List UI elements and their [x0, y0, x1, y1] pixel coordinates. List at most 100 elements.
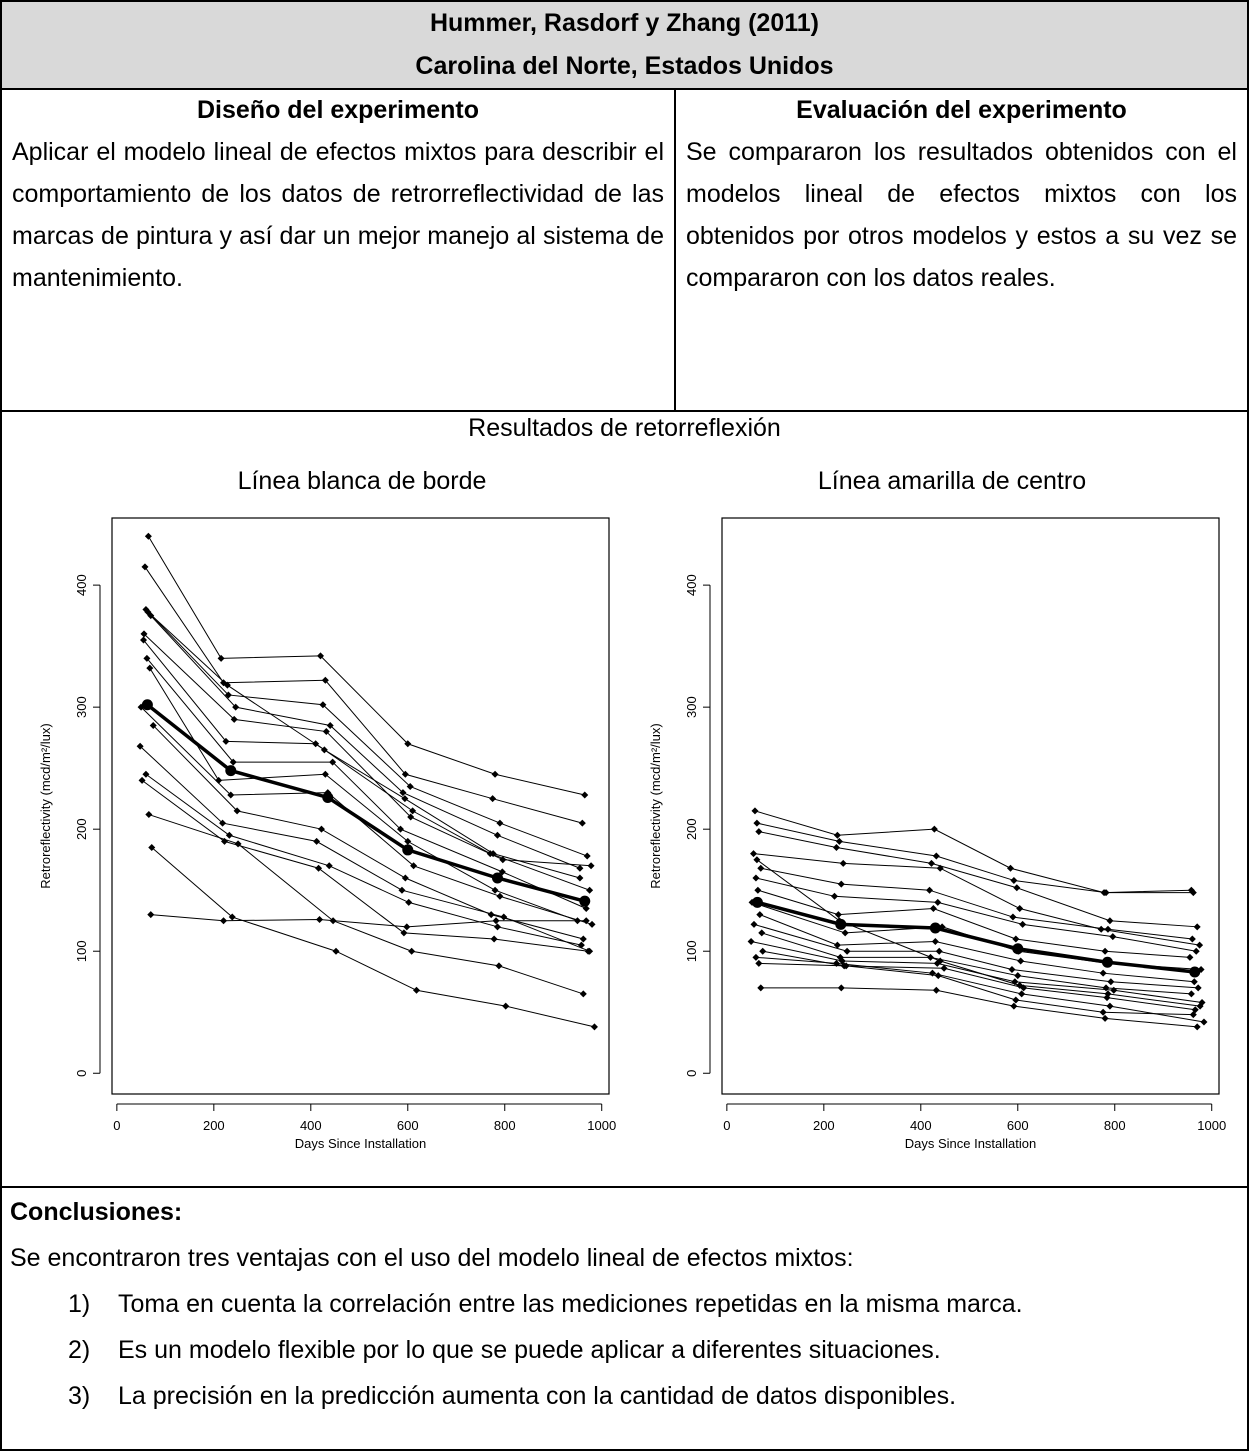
series-line	[146, 658, 587, 909]
y-axis: 0 100 200 300 400	[74, 574, 101, 1077]
x-tick-label: 600	[1007, 1118, 1029, 1133]
data-point	[932, 986, 940, 994]
series-line	[758, 831, 1198, 928]
data-point	[1099, 1008, 1107, 1016]
data-point	[234, 840, 242, 848]
conclusion-item-number: 3)	[68, 1382, 91, 1410]
x-tick-label: 0	[113, 1118, 120, 1133]
series-line	[150, 914, 587, 928]
conclusion-item-3: 3) La precisión en la predicción aumenta …	[68, 1382, 956, 1411]
data-point	[489, 850, 497, 858]
data-point	[587, 862, 595, 870]
data-point	[399, 789, 407, 797]
data-point	[406, 782, 414, 790]
series-line	[143, 633, 592, 867]
data-point	[759, 947, 767, 955]
data-point	[1016, 905, 1024, 913]
mean-point	[491, 872, 503, 884]
data-point	[1191, 1006, 1199, 1014]
data-point	[500, 913, 508, 921]
y-tick-label: 300	[74, 696, 89, 718]
data-point	[1188, 935, 1196, 943]
data-point	[229, 758, 237, 766]
data-point	[1110, 986, 1118, 994]
results-cell: Resultados de retorreflexión Línea blanc…	[0, 410, 1249, 1188]
data-point	[839, 859, 847, 867]
data-point	[929, 905, 937, 913]
data-point	[316, 915, 324, 923]
y-tick-label: 400	[684, 574, 699, 596]
y-tick-label: 0	[684, 1070, 699, 1077]
series-line	[139, 745, 590, 952]
data-point	[496, 819, 504, 827]
data-point	[1106, 917, 1114, 925]
data-point	[1106, 1002, 1114, 1010]
data-point	[756, 911, 764, 919]
data-point	[753, 819, 761, 827]
evaluation-text: Se compararon los resultados obtenidos c…	[686, 138, 1237, 292]
data-point	[144, 608, 152, 616]
data-point	[927, 859, 935, 867]
data-point	[1097, 925, 1105, 933]
data-point	[232, 703, 240, 711]
data-point	[833, 941, 841, 949]
data-point	[930, 825, 938, 833]
data-point	[1186, 953, 1194, 961]
data-point	[408, 947, 416, 955]
data-point	[757, 864, 765, 872]
data-point	[322, 728, 330, 736]
data-point	[233, 807, 241, 815]
y-tick-label: 300	[684, 696, 699, 718]
data-point	[837, 984, 845, 992]
data-point	[321, 770, 329, 778]
data-point	[404, 740, 412, 748]
data-point	[217, 654, 225, 662]
data-point	[147, 911, 155, 919]
x-tick-label: 200	[813, 1118, 835, 1133]
data-point	[1099, 969, 1107, 977]
data-point	[757, 984, 765, 992]
conclusions-intro: Se encontraron tres ventajas con el uso …	[10, 1244, 854, 1272]
series-line	[147, 536, 585, 796]
data-point	[753, 856, 761, 864]
series-line	[760, 987, 1198, 1028]
data-point	[747, 937, 755, 945]
design-cell: Diseño del experimento Aplicar el modelo…	[0, 88, 676, 412]
data-point	[321, 676, 329, 684]
individual-series	[147, 911, 590, 931]
header-box: Hummer, Rasdorf y Zhang (2011) Carolina …	[0, 0, 1249, 90]
data-point	[142, 770, 150, 778]
conclusion-item-1: 1) Toma en cuenta la correlación entre la…	[68, 1290, 1023, 1319]
chart-title-yellow-center-line: Línea amarilla de centro	[817, 467, 1087, 495]
data-point	[228, 913, 236, 921]
data-point	[405, 898, 413, 906]
y-axis-label: Retroreflectivity (mcd/m²/lux)	[38, 723, 53, 888]
data-point	[940, 964, 948, 972]
data-point	[835, 837, 843, 845]
y-tick-label: 200	[74, 818, 89, 840]
mean-series	[141, 699, 591, 907]
x-tick-label: 600	[397, 1118, 419, 1133]
data-point	[1014, 972, 1022, 980]
individual-series	[146, 664, 581, 925]
data-point	[223, 681, 231, 689]
series-line	[755, 956, 1205, 1023]
data-point	[136, 742, 144, 750]
data-point	[751, 807, 759, 815]
data-point	[830, 892, 838, 900]
series-line	[145, 609, 588, 857]
data-point	[1192, 947, 1200, 955]
conclusion-item-number: 1)	[68, 1290, 91, 1318]
data-point	[137, 703, 145, 711]
data-point	[401, 795, 409, 803]
data-point	[583, 852, 591, 860]
plot-frame	[111, 517, 610, 1095]
data-point	[934, 972, 942, 980]
data-point	[499, 856, 507, 864]
data-point	[935, 947, 943, 955]
individual-series	[757, 864, 1196, 943]
data-point	[404, 837, 412, 845]
data-point	[834, 911, 842, 919]
data-point	[1109, 933, 1117, 941]
series-line	[145, 773, 582, 946]
